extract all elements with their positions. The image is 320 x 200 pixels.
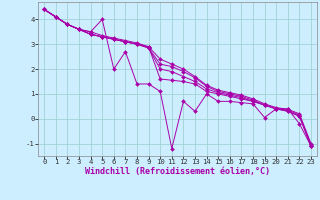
X-axis label: Windchill (Refroidissement éolien,°C): Windchill (Refroidissement éolien,°C) [85, 167, 270, 176]
